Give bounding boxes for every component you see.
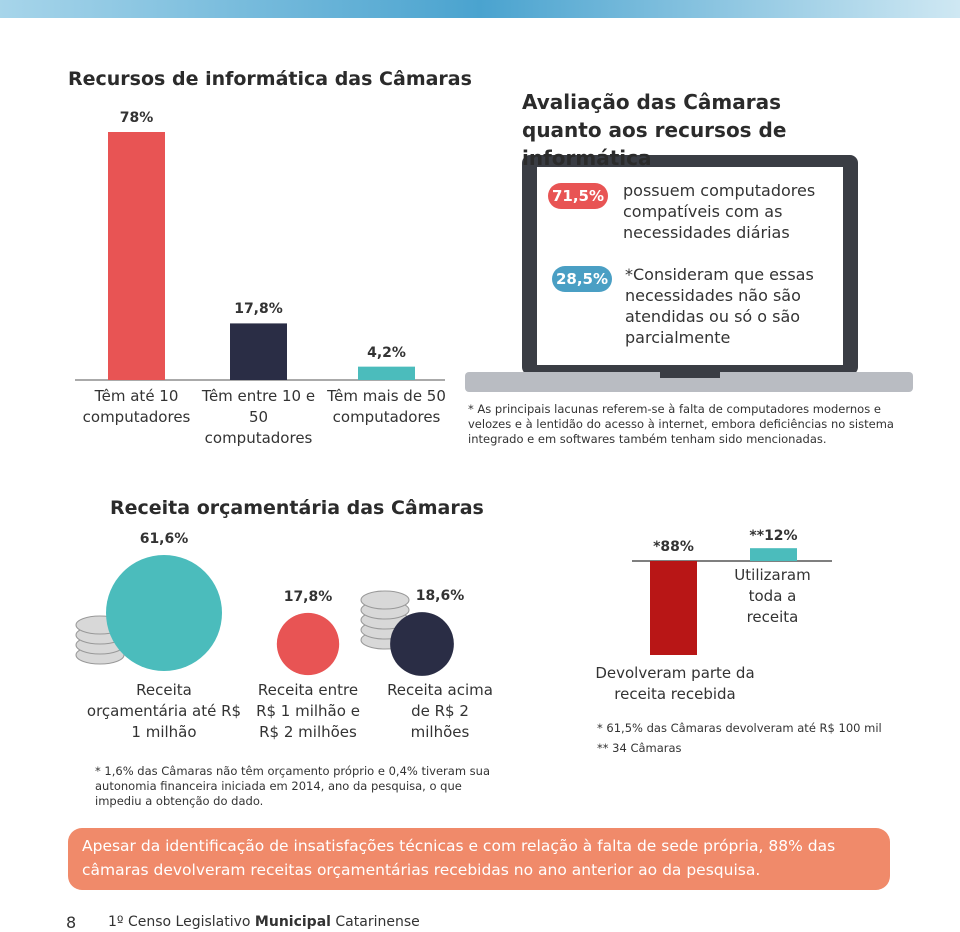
callout-text: Apesar da identificação de insatisfações… <box>82 837 836 879</box>
value-label: **12% <box>749 528 798 545</box>
chart-title: Recursos de informática das Câmaras <box>68 68 472 90</box>
value-label: 61,6% <box>139 531 189 547</box>
badge: 71,5% <box>548 183 608 209</box>
category-label: Utilizaram toda a receita <box>734 566 811 626</box>
value-label: 78% <box>119 110 154 126</box>
value-label: 4,2% <box>367 344 406 361</box>
value-label: *88% <box>653 539 694 555</box>
eval-text: possuem computadores compatíveis com as … <box>623 181 816 242</box>
category-label: Têm entre 10 e 50 computadores <box>201 387 316 447</box>
footer-text: 1º Censo Legislativo <box>108 914 251 930</box>
bubble <box>106 555 222 671</box>
bar <box>230 323 287 380</box>
bar <box>358 366 415 380</box>
note: * 61,5% das Câmaras devolveram até R$ 10… <box>597 721 882 735</box>
note: * As principais lacunas referem-se à fal… <box>468 402 894 446</box>
note: ** 34 Câmaras <box>597 741 682 755</box>
top-strip <box>0 0 960 18</box>
category-label: Devolveram parte da receita recebida <box>595 664 755 703</box>
note: * 1,6% das Câmaras não têm orçamento pró… <box>95 764 491 808</box>
category-label: Receita entre R$ 1 milhão e R$ 2 milhões <box>256 681 360 741</box>
category-label: Receita acima de R$ 2 milhões <box>387 681 493 741</box>
value-label: 18,6% <box>415 588 465 605</box>
badge: 28,5% <box>552 266 612 292</box>
footer-text: Catarinense <box>335 914 420 930</box>
bubble <box>276 612 340 676</box>
bar <box>750 548 797 561</box>
category-label: Têm até 10 computadores <box>82 387 191 426</box>
chart-title: Receita orçamentária das Câmaras <box>110 497 484 519</box>
laptop-notch <box>660 372 720 378</box>
bubble <box>390 612 454 676</box>
value-label: 17,8% <box>283 588 333 605</box>
footer-title: 1º Censo Legislativo Municipal Catarinen… <box>108 914 420 930</box>
panel-title: Avaliação das Câmaras quanto aos recurso… <box>522 90 787 170</box>
bar <box>108 132 165 380</box>
footer-text: Municipal <box>254 914 331 930</box>
category-label: Têm mais de 50 computadores <box>327 387 446 426</box>
bar <box>650 561 697 655</box>
callout-box <box>68 828 890 890</box>
eval-text: *Consideram que essas necessidades não s… <box>625 265 814 347</box>
value-label: 17,8% <box>234 301 283 318</box>
page-number: 8 <box>66 913 77 932</box>
category-label: Receita orçamentária até R$ 1 milhão <box>86 681 242 741</box>
laptop-base <box>465 372 913 392</box>
